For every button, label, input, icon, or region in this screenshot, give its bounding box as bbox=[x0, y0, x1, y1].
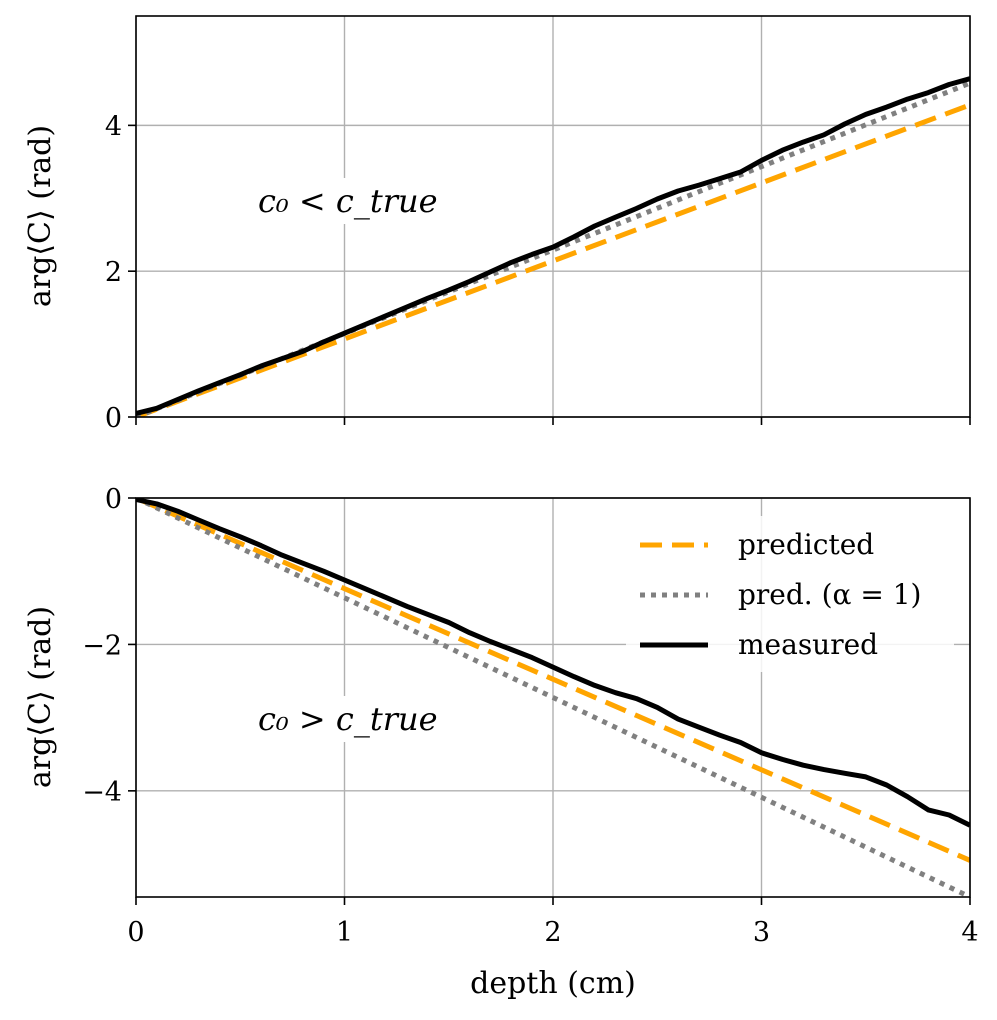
bottom-series-pred-1- bbox=[136, 498, 970, 897]
xtick-label-3: 3 bbox=[753, 917, 770, 948]
top-series-measured bbox=[136, 76, 970, 416]
top-ytick-label-1: 2 bbox=[105, 257, 122, 288]
bottom-ytick-label-1: −2 bbox=[82, 630, 122, 661]
top-annotation: c₀ < c_true bbox=[248, 178, 440, 224]
xtick-label-0: 0 bbox=[127, 917, 144, 948]
legend-box bbox=[626, 516, 954, 672]
xlabel: depth (cm) bbox=[470, 966, 636, 1001]
bottom-annotation-text: c₀ > c_true bbox=[258, 700, 438, 738]
legend: predicted pred. (α = 1) measured bbox=[626, 516, 954, 672]
legend-label-predicted: predicted bbox=[738, 528, 874, 561]
top-series bbox=[136, 76, 970, 417]
legend-label-measured: measured bbox=[738, 628, 878, 661]
top-ylabel: arg⟨C⟩ (rad) bbox=[23, 125, 58, 307]
bottom-ytick-label-2: −4 bbox=[82, 777, 122, 808]
bottom-series-predicted bbox=[136, 498, 970, 863]
top-annotation-text: c₀ < c_true bbox=[258, 182, 438, 220]
bottom-series bbox=[136, 498, 970, 897]
xtick-label-4: 4 bbox=[961, 917, 978, 948]
xtick-label-1: 1 bbox=[336, 917, 353, 948]
top-ticks: 0 2 4 bbox=[105, 111, 971, 434]
top-series-predicted bbox=[136, 102, 970, 417]
top-ytick-label-2: 4 bbox=[105, 111, 122, 142]
xtick-label-2: 2 bbox=[544, 917, 561, 948]
legend-label-pred-alpha1: pred. (α = 1) bbox=[738, 578, 921, 611]
bottom-ticks: 0 1 2 3 4 0 −2 −4 bbox=[82, 484, 978, 948]
top-panel: c₀ < c_true 0 2 4 arg⟨C⟩ (rad) bbox=[23, 15, 971, 434]
bottom-ytick-label-0: 0 bbox=[105, 484, 122, 515]
bottom-annotation: c₀ > c_true bbox=[248, 696, 440, 742]
bottom-panel: c₀ > c_true 0 1 2 3 4 0 −2 −4 arg⟨C⟩ (rad) dept… bbox=[23, 484, 979, 1001]
bottom-ylabel: arg⟨C⟩ (rad) bbox=[23, 606, 58, 788]
top-ytick-label-0: 0 bbox=[105, 403, 122, 434]
top-series-pred-1- bbox=[136, 80, 970, 417]
bottom-series-measured bbox=[136, 498, 970, 828]
